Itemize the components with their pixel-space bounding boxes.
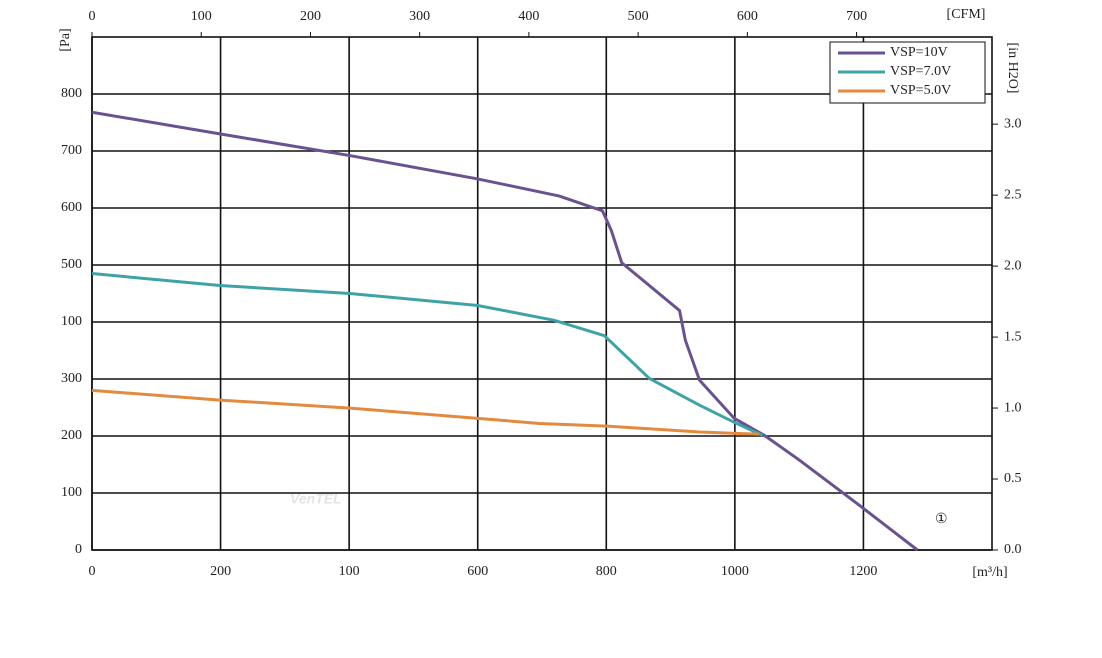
- x-tick-label: 100: [339, 564, 360, 579]
- y2-tick-label: 0.0: [1004, 542, 1022, 557]
- y-tick-label: 100: [61, 314, 82, 329]
- series-line: [91, 110, 919, 552]
- y2-axis-label: [in H2O]: [1005, 43, 1020, 94]
- x-tick-label: 600: [467, 564, 488, 579]
- y-tick-label: 0: [75, 542, 82, 557]
- y-tick-label: 100: [61, 485, 82, 500]
- x-tick-label: 1200: [849, 564, 877, 579]
- y-tick-label: 800: [61, 86, 82, 101]
- x2-tick-label: 400: [518, 9, 539, 24]
- x-tick-label: 200: [210, 564, 231, 579]
- y-tick-label: 600: [61, 200, 82, 215]
- x2-tick-label: 0: [89, 9, 96, 24]
- y-tick-label: 300: [61, 371, 82, 386]
- y2-tick-label: 0.5: [1004, 471, 1022, 486]
- x2-tick-label: 600: [737, 9, 758, 24]
- series-line: [91, 272, 764, 437]
- x2-tick-label: 300: [409, 9, 430, 24]
- x-tick-label: 0: [89, 564, 96, 579]
- x-tick-label: 800: [596, 564, 617, 579]
- plot-frame: [91, 36, 993, 551]
- y2-tick-label: 1.5: [1004, 329, 1022, 344]
- y-axis-label: [Pa]: [58, 28, 73, 51]
- y-tick-label: 700: [61, 143, 82, 158]
- y2-tick-label: 3.0: [1004, 116, 1022, 131]
- x-tick-label: 1000: [721, 564, 749, 579]
- x-axis-label: [m³/h]: [972, 565, 1007, 580]
- series-line: [91, 388, 760, 436]
- x2-tick-label: 500: [628, 9, 649, 24]
- legend-label: VSP=7.0V: [890, 64, 951, 79]
- legend-label: VSP=5.0V: [890, 83, 951, 98]
- x2-tick-label: 100: [191, 9, 212, 24]
- x2-tick-label: 200: [300, 9, 321, 24]
- y-tick-label: 500: [61, 257, 82, 272]
- y2-tick-label: 2.0: [1004, 258, 1022, 273]
- x2-tick-label: 700: [846, 9, 867, 24]
- y-tick-label: 200: [61, 428, 82, 443]
- y2-tick-label: 1.0: [1004, 400, 1022, 415]
- x2-axis-label: [CFM]: [947, 7, 986, 22]
- watermark: VenTEL: [290, 491, 342, 507]
- y2-tick-label: 2.5: [1004, 187, 1022, 202]
- legend-label: VSP=10V: [890, 45, 948, 60]
- annotation: ①: [935, 512, 948, 527]
